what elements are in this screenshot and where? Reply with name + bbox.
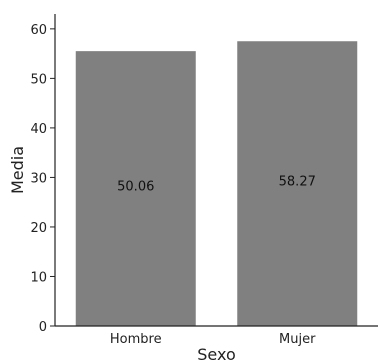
y-tick-label: 50 bbox=[30, 72, 47, 87]
y-axis-title: Media bbox=[8, 146, 27, 194]
y-tick-label: 20 bbox=[30, 221, 47, 236]
x-category-label: Mujer bbox=[279, 332, 316, 347]
y-tick-label: 0 bbox=[39, 320, 47, 335]
y-tick-label: 30 bbox=[30, 171, 47, 186]
bar-hombre bbox=[75, 51, 196, 327]
y-tick-label: 10 bbox=[30, 270, 47, 285]
bar-mujer bbox=[237, 41, 358, 326]
bar-data-label: 58.27 bbox=[279, 175, 316, 190]
y-axis-ticks: 0 10 20 30 40 50 60 bbox=[30, 23, 55, 335]
x-axis-category-labels: Hombre Mujer bbox=[110, 332, 316, 347]
bars bbox=[75, 41, 358, 327]
data-labels: 50.06 58.27 bbox=[117, 175, 316, 195]
bar-data-label: 50.06 bbox=[117, 180, 154, 195]
x-category-label: Hombre bbox=[110, 332, 162, 347]
y-tick-label: 40 bbox=[30, 122, 47, 137]
y-tick-label: 60 bbox=[30, 23, 47, 38]
x-axis-title: Sexo bbox=[197, 345, 235, 364]
